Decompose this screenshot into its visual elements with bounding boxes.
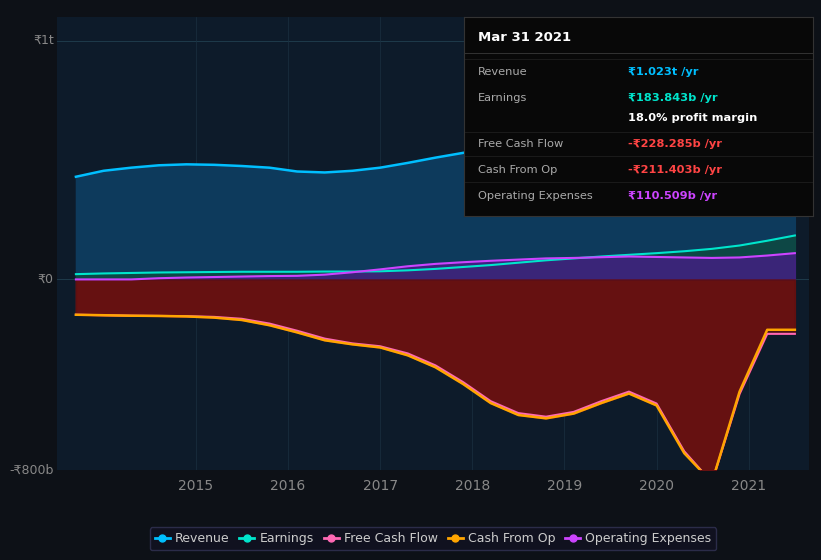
Legend: Revenue, Earnings, Free Cash Flow, Cash From Op, Operating Expenses: Revenue, Earnings, Free Cash Flow, Cash … — [149, 528, 717, 550]
Text: -₹228.285b /yr: -₹228.285b /yr — [628, 139, 722, 149]
Text: 18.0% profit margin: 18.0% profit margin — [628, 113, 757, 123]
Text: Mar 31 2021: Mar 31 2021 — [478, 31, 571, 44]
Text: Cash From Op: Cash From Op — [478, 165, 557, 175]
Text: Revenue: Revenue — [478, 67, 527, 77]
Text: ₹1.023t /yr: ₹1.023t /yr — [628, 67, 699, 77]
Text: -₹211.403b /yr: -₹211.403b /yr — [628, 165, 722, 175]
Text: Free Cash Flow: Free Cash Flow — [478, 139, 563, 149]
Text: ₹110.509b /yr: ₹110.509b /yr — [628, 191, 717, 200]
Text: Earnings: Earnings — [478, 94, 527, 103]
Text: ₹1t: ₹1t — [33, 34, 53, 47]
Text: ₹0: ₹0 — [38, 273, 53, 286]
Text: ₹183.843b /yr: ₹183.843b /yr — [628, 94, 718, 103]
Text: Operating Expenses: Operating Expenses — [478, 191, 593, 200]
Text: -₹800b: -₹800b — [9, 464, 53, 477]
